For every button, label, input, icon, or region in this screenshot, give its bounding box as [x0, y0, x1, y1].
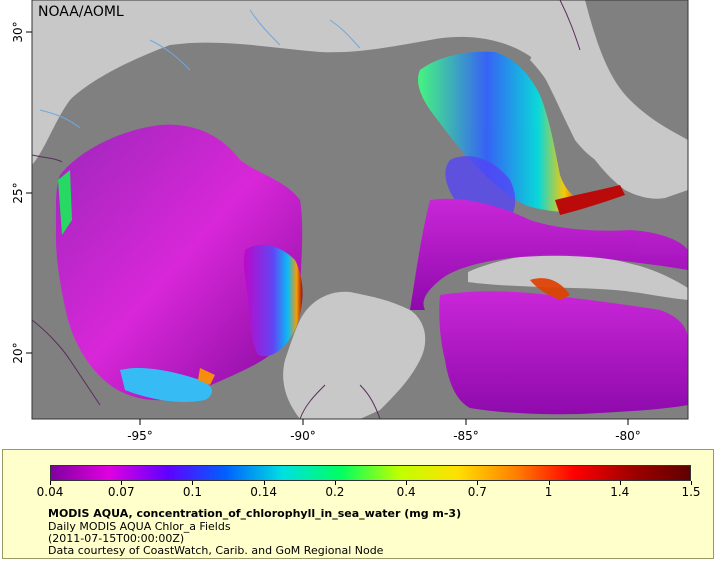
legend-title: MODIS AQUA, concentration_of_chlorophyll… — [48, 507, 462, 520]
agency-watermark: NOAA/AOML — [38, 4, 124, 20]
colorbar-tick-mark — [619, 481, 621, 485]
political-borders — [31, 0, 581, 420]
colorbar-tick-mark — [406, 481, 408, 485]
lon-tick-label: -90° — [290, 429, 316, 443]
colorbar-tick-mark — [192, 481, 194, 485]
atlantic-ocean — [585, 0, 688, 140]
colorbar-tick-label: 0.4 — [396, 485, 416, 499]
colorbar-tick-mark — [121, 481, 123, 485]
colorbar-tick-mark — [548, 481, 550, 485]
colorbar-tick-mark — [334, 481, 336, 485]
tabasco-coast — [120, 368, 212, 402]
tamaulipas-coastal-band — [58, 170, 72, 235]
colorbar-tick-label: 0.1 — [182, 485, 202, 499]
florida-shelf-patch — [418, 51, 590, 212]
cuba-land — [468, 253, 688, 300]
cuba-coast-bloom — [530, 278, 570, 300]
colorbar-tick-label: 1 — [544, 485, 553, 499]
colorbar-tick-mark — [477, 481, 479, 485]
lat-tick-label: 30° — [11, 21, 25, 42]
rivers — [39, 9, 361, 129]
colorbar-tick-label: 0.2 — [325, 485, 345, 499]
yucatan-land — [283, 291, 426, 419]
legend-credit-line: Data courtesy of CoastWatch, Carib. and … — [48, 544, 384, 557]
chlorophyll-map: -95° -90° -85° -80° 30° 25° 20° — [11, 0, 689, 443]
caribbean-patch — [439, 291, 688, 415]
legend-time-line: (2011-07-15T00:00:00Z) — [48, 532, 185, 545]
chlorophyll-data — [55, 51, 688, 415]
florida-keys-bloom — [555, 185, 625, 215]
lat-tick-label: 25° — [11, 182, 25, 203]
axis-ticks — [26, 31, 629, 425]
colorbar-tick-label: 0.04 — [36, 485, 64, 499]
colorbar-tick-mark — [691, 481, 692, 485]
lat-tick-label: 20° — [11, 342, 25, 363]
map-panel: -95° -90° -85° -80° 30° 25° 20° NOAA/AOM… — [11, 0, 689, 443]
yucatan-channel-patch — [410, 198, 688, 310]
lon-tick-label: -85° — [453, 429, 479, 443]
yucatan-coast-bloom — [198, 368, 215, 385]
lon-tick-label: -95° — [127, 429, 153, 443]
colorbar-tick-label: 1.5 — [681, 485, 701, 499]
west-gulf-patch — [55, 124, 303, 401]
colorbar — [50, 465, 691, 481]
lon-tick-label: -80° — [615, 429, 641, 443]
legend-panel: 0.04 0.07 0.1 0.14 0.2 0.4 0.7 1 1.4 1.5 MODIS AQ… — [2, 449, 714, 559]
colorbar-tick-mark — [263, 481, 265, 485]
colorbar-tick-label: 0.07 — [107, 485, 135, 499]
colorbar-tick-label: 0.7 — [467, 485, 487, 499]
colorbar-tick-mark — [50, 481, 51, 485]
colorbar-tick-label: 0.14 — [250, 485, 278, 499]
campeche-coastal-band — [243, 244, 303, 357]
colorbar-tick-label: 1.4 — [610, 485, 630, 499]
legend-dataset-line: Daily MODIS AQUA Chlor_a Fields — [48, 520, 231, 533]
